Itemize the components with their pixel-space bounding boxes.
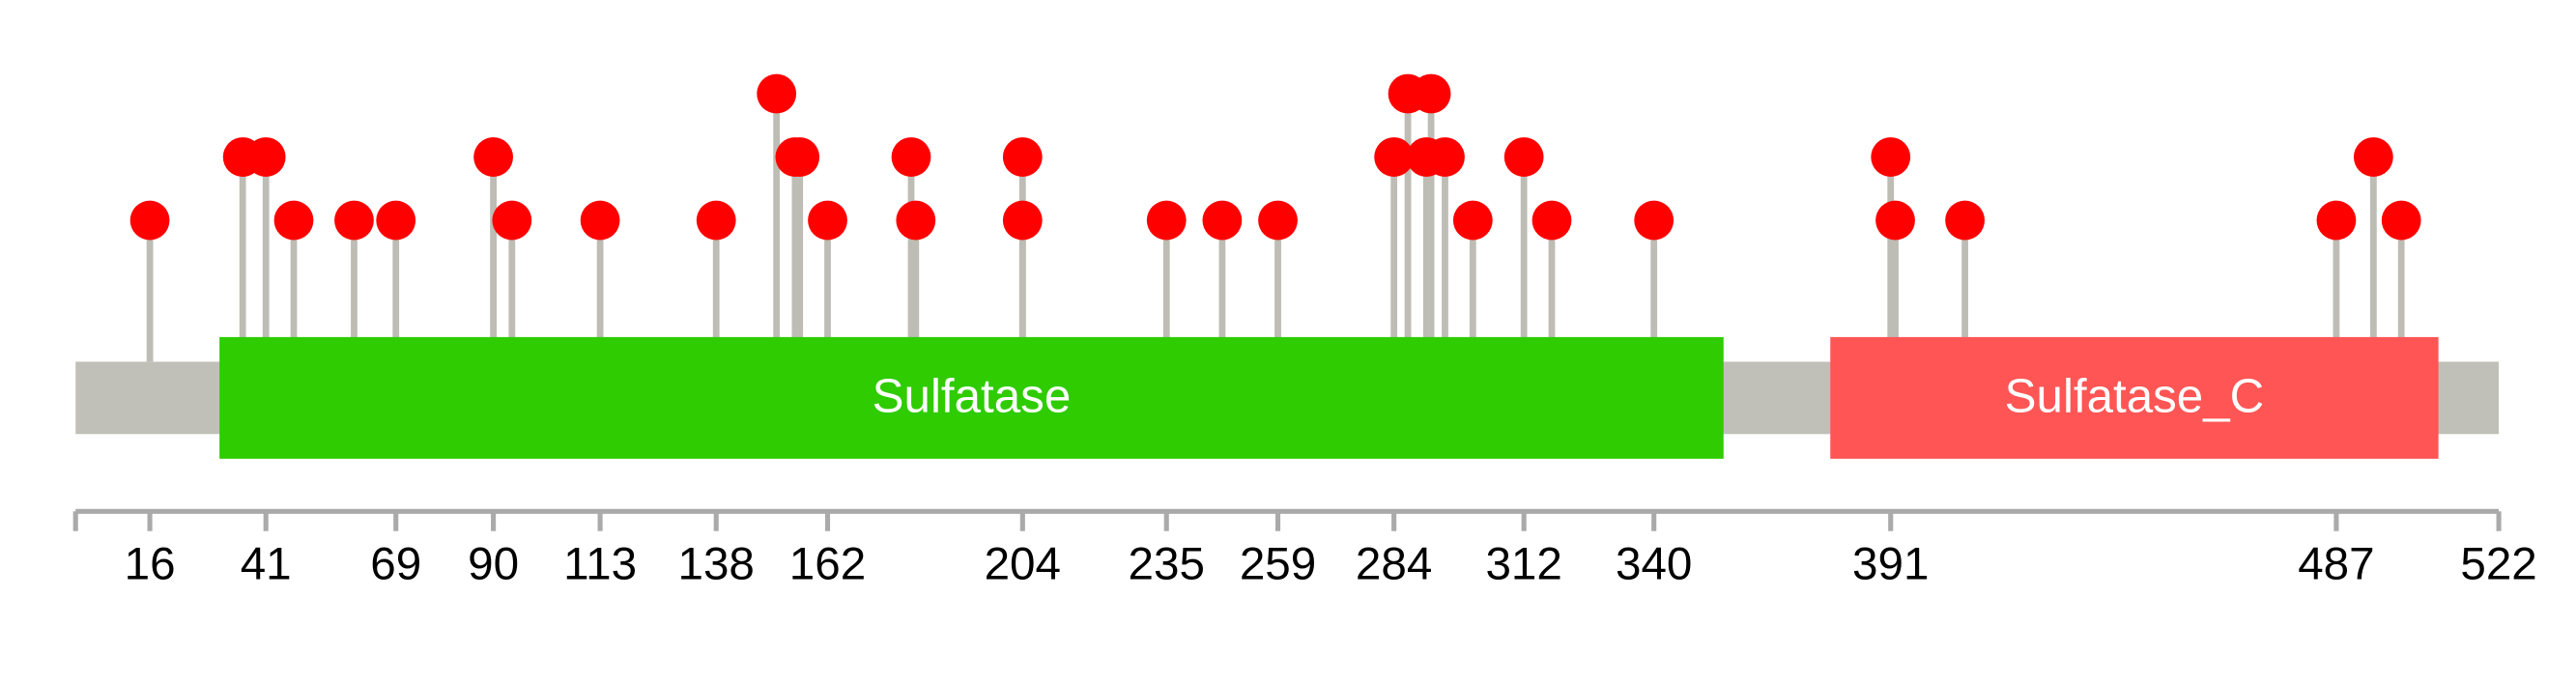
- domain: [1830, 336, 2439, 459]
- lollipop-head: [580, 200, 620, 241]
- domain-label: Sulfatase: [873, 370, 1072, 423]
- lollipop-head: [245, 137, 286, 177]
- x-tick-label: 204: [985, 539, 1061, 590]
- x-tick-label: 391: [1852, 539, 1929, 590]
- lollipop-head: [1452, 200, 1493, 241]
- lollipop-head: [808, 200, 847, 241]
- lollipop-head: [780, 137, 820, 177]
- domain-label: Sulfatase_C: [2005, 370, 2265, 423]
- x-tick-label: 259: [1240, 539, 1316, 590]
- x-tick-label: 16: [125, 539, 176, 590]
- x-tick-label: 69: [370, 539, 421, 590]
- lollipop-head: [129, 200, 170, 241]
- lollipop-head: [1258, 200, 1298, 241]
- lollipop-head: [1202, 200, 1243, 241]
- lollipop-head: [1411, 73, 1451, 114]
- x-tick-label: 90: [468, 539, 519, 590]
- x-tick-label: 235: [1129, 539, 1205, 590]
- lollipop-head: [896, 200, 936, 241]
- lollipop-head: [1634, 200, 1674, 241]
- x-tick-label: 487: [2298, 539, 2374, 590]
- lollipop-head: [1146, 200, 1187, 241]
- lollipop-head: [1002, 137, 1043, 177]
- lollipop-head: [1002, 200, 1043, 241]
- lollipop-head: [1871, 137, 1911, 177]
- lollipop-head: [1374, 137, 1415, 177]
- lollipop-head: [334, 200, 374, 241]
- lollipop-head: [376, 200, 416, 241]
- x-tick-label: 312: [1485, 539, 1561, 590]
- domain: [219, 336, 1724, 459]
- x-tick-label: 522: [2460, 539, 2536, 590]
- x-tick-label: 284: [1356, 539, 1432, 590]
- lollipop-head: [2381, 200, 2421, 241]
- x-tick-label: 340: [1616, 539, 1692, 590]
- lollipop-head: [492, 200, 532, 241]
- x-tick-label: 113: [563, 539, 637, 590]
- lollipop-head: [1425, 137, 1465, 177]
- x-tick-label: 162: [789, 539, 866, 590]
- lollipop-head: [757, 73, 797, 114]
- lollipop-head: [696, 200, 736, 241]
- lollipop-head: [2316, 200, 2357, 241]
- lollipop-head: [1503, 137, 1544, 177]
- lollipop-head: [473, 137, 514, 177]
- x-tick-label: 41: [241, 539, 292, 590]
- x-tick-label: 138: [677, 539, 754, 590]
- lollipop-head: [1531, 200, 1572, 241]
- lollipop-head: [1875, 200, 1915, 241]
- lollipop-head: [2353, 137, 2393, 177]
- lollipop-head: [273, 200, 314, 241]
- lollipop-head: [891, 137, 931, 177]
- lollipop-head: [1945, 200, 1985, 241]
